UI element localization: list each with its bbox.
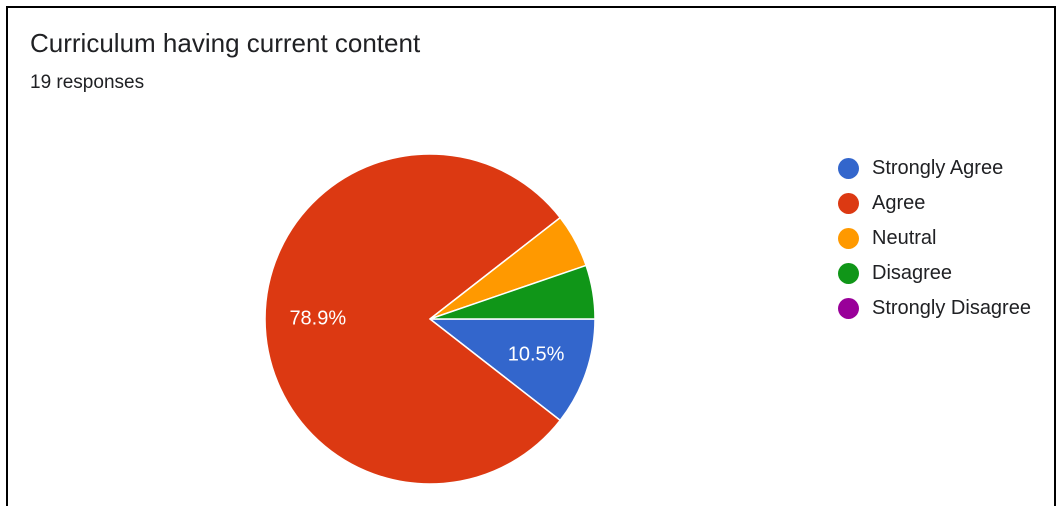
legend-swatch bbox=[838, 228, 859, 249]
legend-label: Agree bbox=[872, 192, 926, 214]
pie-slice-disagree[interactable] bbox=[429, 264, 596, 320]
legend-item-neutral[interactable]: Neutral bbox=[838, 221, 1031, 256]
pie-slice-agree[interactable] bbox=[264, 153, 562, 485]
legend-item-disagree[interactable]: Disagree bbox=[838, 256, 1031, 291]
legend-item-strongly-disagree[interactable]: Strongly Disagree bbox=[838, 291, 1031, 326]
slice-percent-label: 10.5% bbox=[508, 344, 565, 366]
legend-label: Neutral bbox=[872, 227, 937, 249]
legend-item-agree[interactable]: Agree bbox=[838, 186, 1031, 221]
legend-label: Disagree bbox=[872, 262, 953, 284]
response-count: 19 responses bbox=[30, 72, 145, 93]
chart-legend: Strongly Agree Agree Neutral Disagree Strong… bbox=[838, 151, 1031, 326]
legend-swatch bbox=[838, 158, 859, 179]
legend-swatch bbox=[838, 193, 859, 214]
slice-percent-label: 78.9% bbox=[289, 307, 346, 329]
legend-label: Strongly Disagree bbox=[872, 297, 1031, 319]
legend-swatch bbox=[838, 263, 859, 284]
pie-chart: 10.5% 78.9% bbox=[264, 153, 596, 485]
legend-item-strongly-agree[interactable]: Strongly Agree bbox=[838, 151, 1031, 186]
chart-title: Curriculum having current content bbox=[30, 28, 421, 58]
pie-slice-strongly-agree[interactable] bbox=[427, 318, 596, 422]
legend-swatch bbox=[838, 298, 859, 319]
legend-label: Strongly Agree bbox=[872, 157, 1004, 179]
chart-card: Curriculum having current content 19 res… bbox=[6, 6, 1056, 506]
